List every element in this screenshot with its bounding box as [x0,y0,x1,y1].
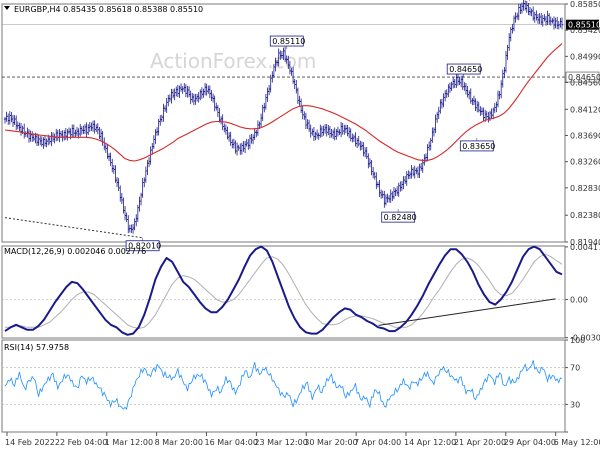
annotation-label: 0.84650 [449,65,482,74]
price-tick-label: 0.84120 [570,105,600,114]
macd-y-axis: 0.004179 0.00 -0.003022 [565,243,600,343]
price-y-axis: 0.85850 0.85420 0.84990 0.84560 0.84120 0.836… [565,0,600,247]
x-tick-label: 14 Feb 2022 [5,438,55,447]
macd-tick-label: -0.003022 [570,334,600,343]
x-tick-label: 8 Mar 20:00 [155,438,203,447]
x-axis: 14 Feb 2022 22 Feb 04:001 Mar 12:00 8 Mar … [5,432,600,447]
x-tick-label: 29 Apr 04:00 [504,438,556,447]
macd-lines [4,245,563,336]
macd-panel-title: MACD(12,26,9) 0.002046 0.002776 [4,247,146,256]
macd-signal-line [5,253,563,329]
price-frame [1,3,566,243]
rsi-line [4,360,563,410]
rsi-tick-label: 70 [570,364,580,373]
price-panel-title: EURGBP,H4 0.85435 0.85618 0.85388 0.8551… [14,5,203,14]
rsi-path [4,360,563,410]
level-price-box [565,71,600,83]
moving-average-line [4,43,563,162]
macd-main-line [4,245,563,336]
x-tick-label: 22 Feb 04:00 [55,438,107,447]
rsi-frame [1,339,566,433]
price-tick-label: 0.83260 [570,158,600,167]
x-tick-label: 23 Mar 12:00 [254,438,307,447]
moving-average-path [4,43,563,162]
macd-support-trendline [378,298,556,326]
annotation-box [446,63,481,75]
annotation-label: 0.85110 [272,37,305,46]
macd-tick-label: 0.004179 [570,243,600,252]
annotation-box [269,35,304,47]
annotation-box [459,140,494,152]
rsi-gridlines [2,367,565,405]
x-tick-label: 21 Apr 20:00 [454,438,506,447]
rsi-y-axis: 100 70 30 [565,336,585,433]
x-tick-label: 30 Mar 20:00 [304,438,357,447]
x-tick-label: 1 Mar 12:00 [105,438,153,447]
price-tick-label: 0.85850 [570,0,600,9]
macd-trendline [378,298,556,326]
annotation-label: 0.82010 [128,242,161,251]
panel-collapse-icon[interactable] [4,6,10,10]
price-tick-label: 0.84990 [570,52,600,61]
horizontal-levels: 0.84650 0.85510 [2,19,600,83]
price-candles [3,0,564,234]
price-tick-label: 0.82380 [570,211,600,220]
x-tick-label: 14 Apr 12:00 [404,438,456,447]
level-price-label: 0.84650 [568,73,600,82]
support-trendline [4,217,143,239]
x-tick-label: 7 Apr 04:00 [354,438,401,447]
x-tick-label: 6 May 12:00 [554,438,600,447]
price-tick-label: 0.85420 [570,26,600,35]
price-tick-label: 0.82830 [570,184,600,193]
current-price-label: 0.85510 [568,21,600,30]
price-tick-label: 0.84560 [570,79,600,88]
rsi-panel: 100 70 30 RSI(14) 57.9758 [2,336,585,433]
price-annotations: 0.859000.851100.846500.836500.824800.820… [125,0,530,252]
annotation-label: 0.82480 [384,213,417,222]
rsi-tick-label: 100 [570,336,585,345]
annotation-box [125,240,160,252]
panel-frames [1,3,566,433]
macd-frame [1,245,566,339]
rsi-tick-label: 30 [570,400,580,409]
price-tick-label: 0.81940 [570,238,600,247]
annotation-label: 0.83650 [462,142,495,151]
price-tick-label: 0.83690 [570,131,600,140]
current-price-box [566,19,599,30]
x-tick-label: 16 Mar 04:00 [205,438,258,447]
rsi-panel-title: RSI(14) 57.9758 [4,343,69,352]
annotation-box [381,211,416,223]
price-trendline [4,217,143,239]
macd-panel: 0.004179 0.00 -0.003022 MACD(12,26,9) 0.00… [2,243,600,343]
macd-tick-label: 0.00 [570,296,588,305]
